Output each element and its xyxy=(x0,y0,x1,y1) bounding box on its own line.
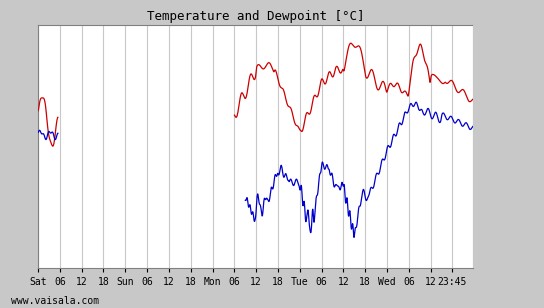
Title: Temperature and Dewpoint [°C]: Temperature and Dewpoint [°C] xyxy=(147,10,364,23)
Text: www.vaisala.com: www.vaisala.com xyxy=(11,297,99,306)
